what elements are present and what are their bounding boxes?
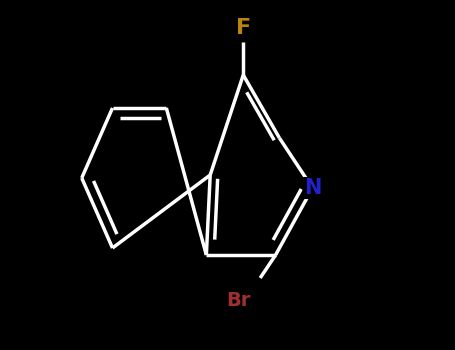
Text: F: F bbox=[236, 18, 251, 38]
Text: Br: Br bbox=[227, 290, 251, 309]
Text: N: N bbox=[304, 178, 321, 198]
